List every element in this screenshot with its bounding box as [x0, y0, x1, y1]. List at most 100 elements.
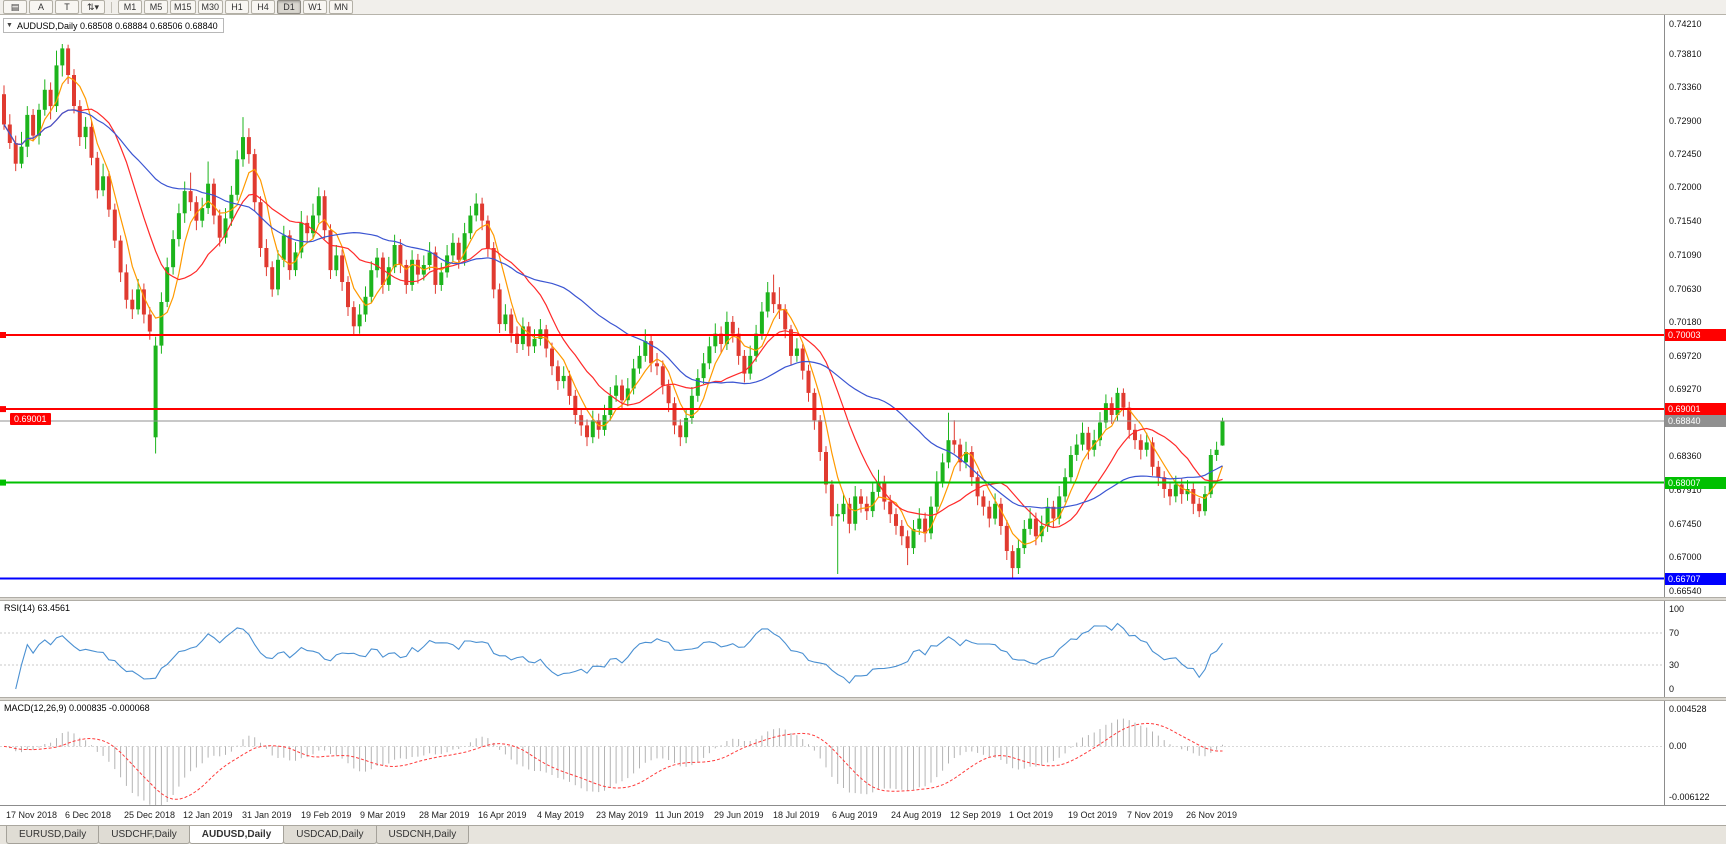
- tab-usdcad-daily[interactable]: USDCAD,Daily: [283, 826, 377, 844]
- price-tick-label: 0.74210: [1669, 19, 1702, 29]
- price-plot-svg: [0, 44, 1664, 580]
- macd-label: MACD(12,26,9) 0.000835 -0.000068: [4, 703, 150, 713]
- price-plot[interactable]: [0, 15, 1664, 597]
- timeframe-m30-button[interactable]: M30: [197, 0, 224, 14]
- ma-5-line: [3, 76, 1224, 546]
- charts-toolbar-icon[interactable]: ▤: [3, 0, 27, 14]
- rsi-panel[interactable]: 100 70 30 0 RSI(14) 63.4561: [0, 601, 1726, 697]
- rsi-tick-label: 70: [1669, 628, 1680, 638]
- price-level-chip: 0.68840: [1665, 414, 1726, 427]
- date-tick-label: 6 Aug 2019: [832, 810, 878, 820]
- date-tick-label: 1 Oct 2019: [1009, 810, 1054, 820]
- hline-handle: [0, 479, 6, 486]
- date-tick-label: 12 Jan 2019: [183, 810, 233, 820]
- timeframe-h1-button[interactable]: H1: [225, 0, 250, 14]
- date-tick-label: 24 Aug 2019: [891, 810, 942, 820]
- rsi-label: RSI(14) 63.4561: [4, 603, 71, 613]
- date-tick-label: 31 Jan 2019: [242, 810, 292, 820]
- price-tick-label: 0.72000: [1669, 182, 1702, 193]
- macd-tick-label: 0.00: [1669, 741, 1687, 752]
- candles-layer: [2, 44, 1225, 579]
- price-tick-label: 0.71090: [1669, 249, 1702, 260]
- rsi-tick-label: 0: [1669, 684, 1675, 694]
- macd-axis: 0.004528 0.00 -0.006122: [1664, 701, 1726, 805]
- price-level-chip: 0.69001: [1665, 403, 1726, 416]
- price-tick-label: 0.71540: [1669, 216, 1702, 227]
- date-axis: 17 Nov 2018 6 Dec 2018 25 Dec 2018 12 Jan 2…: [0, 805, 1726, 825]
- macd-tick-label: -0.006122: [1669, 792, 1710, 802]
- timeframe-m15-button[interactable]: M15: [170, 0, 196, 14]
- rsi-plot[interactable]: [0, 601, 1664, 697]
- price-tick-label: 0.72900: [1669, 115, 1702, 126]
- rsi-axis: 100 70 30 0: [1664, 601, 1726, 697]
- hline-handle: [0, 406, 6, 413]
- date-tick-label: 23 May 2019: [596, 810, 649, 820]
- date-tick-label: 11 Jun 2019: [655, 810, 704, 820]
- date-tick-label: 19 Feb 2019: [301, 810, 352, 820]
- price-tick-label: 0.72450: [1669, 149, 1702, 160]
- tab-audusd-daily[interactable]: AUDUSD,Daily: [188, 826, 285, 844]
- toolbar-separator: [111, 1, 112, 13]
- date-tick-label: 26 Nov 2019: [1186, 810, 1238, 820]
- price-tick-label: 0.73810: [1669, 48, 1702, 59]
- date-tick-label: 12 Sep 2019: [950, 810, 1002, 820]
- price-level-chip: 0.68007: [1665, 476, 1726, 489]
- panel-splitter[interactable]: [0, 597, 1726, 601]
- price-tick-label: 0.69270: [1669, 384, 1702, 395]
- price-tick-label: 0.67000: [1669, 551, 1702, 562]
- timeframe-m5-button[interactable]: M5: [144, 0, 168, 14]
- ohlc-text: AUDUSD,Daily 0.68508 0.68884 0.68506 0.6…: [16, 20, 218, 31]
- price-tick-label: 0.67450: [1669, 518, 1702, 529]
- price-chart-panel[interactable]: 0.74210 0.73810 0.73360 0.72900 0.72450 0.720…: [0, 15, 1726, 597]
- timeframe-m1-button[interactable]: M1: [118, 0, 142, 14]
- date-tick-label: 4 May 2019: [537, 810, 585, 820]
- panel-splitter[interactable]: [0, 697, 1726, 701]
- rsi-tick-label: 30: [1669, 660, 1680, 670]
- price-tick-label: 0.66540: [1669, 586, 1702, 596]
- ma-34-line: [3, 109, 1223, 509]
- rsi-plot-svg: [0, 622, 1664, 690]
- date-tick-label: 29 Jun 2019: [714, 810, 764, 820]
- date-tick-label: 6 Dec 2018: [65, 810, 112, 820]
- price-tick-label: 0.67910: [1669, 484, 1702, 495]
- level-left-label: 0.69001: [10, 413, 51, 426]
- macd-signal-line: [3, 722, 1223, 800]
- macd-tick-label: 0.004528: [1669, 704, 1707, 714]
- price-level-chip: 0.66707: [1665, 572, 1726, 585]
- timeframe-w1-button[interactable]: W1: [303, 0, 328, 14]
- timeframe-mn-button[interactable]: MN: [329, 0, 354, 14]
- top-toolbar: ▤ A T ⇅▾ M1 M5 M15 M30 H1 H4 D1 W1 MN: [0, 0, 1726, 15]
- price-tick-label: 0.70180: [1669, 316, 1702, 327]
- price-tick-label: 0.69720: [1669, 350, 1702, 361]
- arrows-tool-button[interactable]: ⇅▾: [81, 0, 105, 14]
- macd-histogram: [9, 718, 1223, 805]
- collapse-toggle-icon[interactable]: ▼: [6, 22, 13, 29]
- date-tick-label: 17 Nov 2018: [6, 810, 58, 820]
- macd-plot[interactable]: [0, 701, 1664, 805]
- date-tick-label: 19 Oct 2019: [1068, 810, 1118, 820]
- hline-handle: [0, 332, 6, 338]
- tab-usdchf-daily[interactable]: USDCHF,Daily: [98, 826, 190, 844]
- rsi-line: [15, 622, 1223, 690]
- timeframe-h4-button[interactable]: H4: [251, 0, 276, 14]
- date-tick-label: 18 Jul 2019: [773, 810, 820, 820]
- date-tick-label: 9 Mar 2019: [360, 810, 406, 820]
- price-tick-label: 0.68360: [1669, 451, 1702, 462]
- macd-panel[interactable]: 0.004528 0.00 -0.006122 MACD(12,26,9) 0.00…: [0, 701, 1726, 805]
- chart-ohlc-info: ▼ AUDUSD,Daily 0.68508 0.68884 0.68506 0…: [3, 18, 224, 33]
- price-level-chip: 0.70003: [1665, 328, 1726, 341]
- price-axis: 0.74210 0.73810 0.73360 0.72900 0.72450 0.720…: [1664, 15, 1726, 597]
- date-tick-label: 7 Nov 2019: [1127, 810, 1174, 820]
- rsi-tick-label: 100: [1669, 604, 1685, 614]
- date-tick-label: 16 Apr 2019: [478, 810, 527, 820]
- timeframe-d1-button[interactable]: D1: [277, 0, 302, 14]
- chart-tabs-bar: EURUSD,Daily USDCHF,Daily AUDUSD,Daily USDC…: [0, 825, 1726, 844]
- price-tick-label: 0.73360: [1669, 81, 1702, 92]
- tab-usdcnh-daily[interactable]: USDCNH,Daily: [375, 826, 470, 844]
- date-tick-label: 28 Mar 2019: [419, 810, 470, 820]
- date-tick-label: 25 Dec 2018: [124, 810, 176, 820]
- annotate-a-button[interactable]: A: [29, 0, 53, 14]
- text-tool-button[interactable]: T: [55, 0, 79, 14]
- price-tick-label: 0.70630: [1669, 283, 1702, 294]
- tab-eurusd-daily[interactable]: EURUSD,Daily: [6, 826, 100, 844]
